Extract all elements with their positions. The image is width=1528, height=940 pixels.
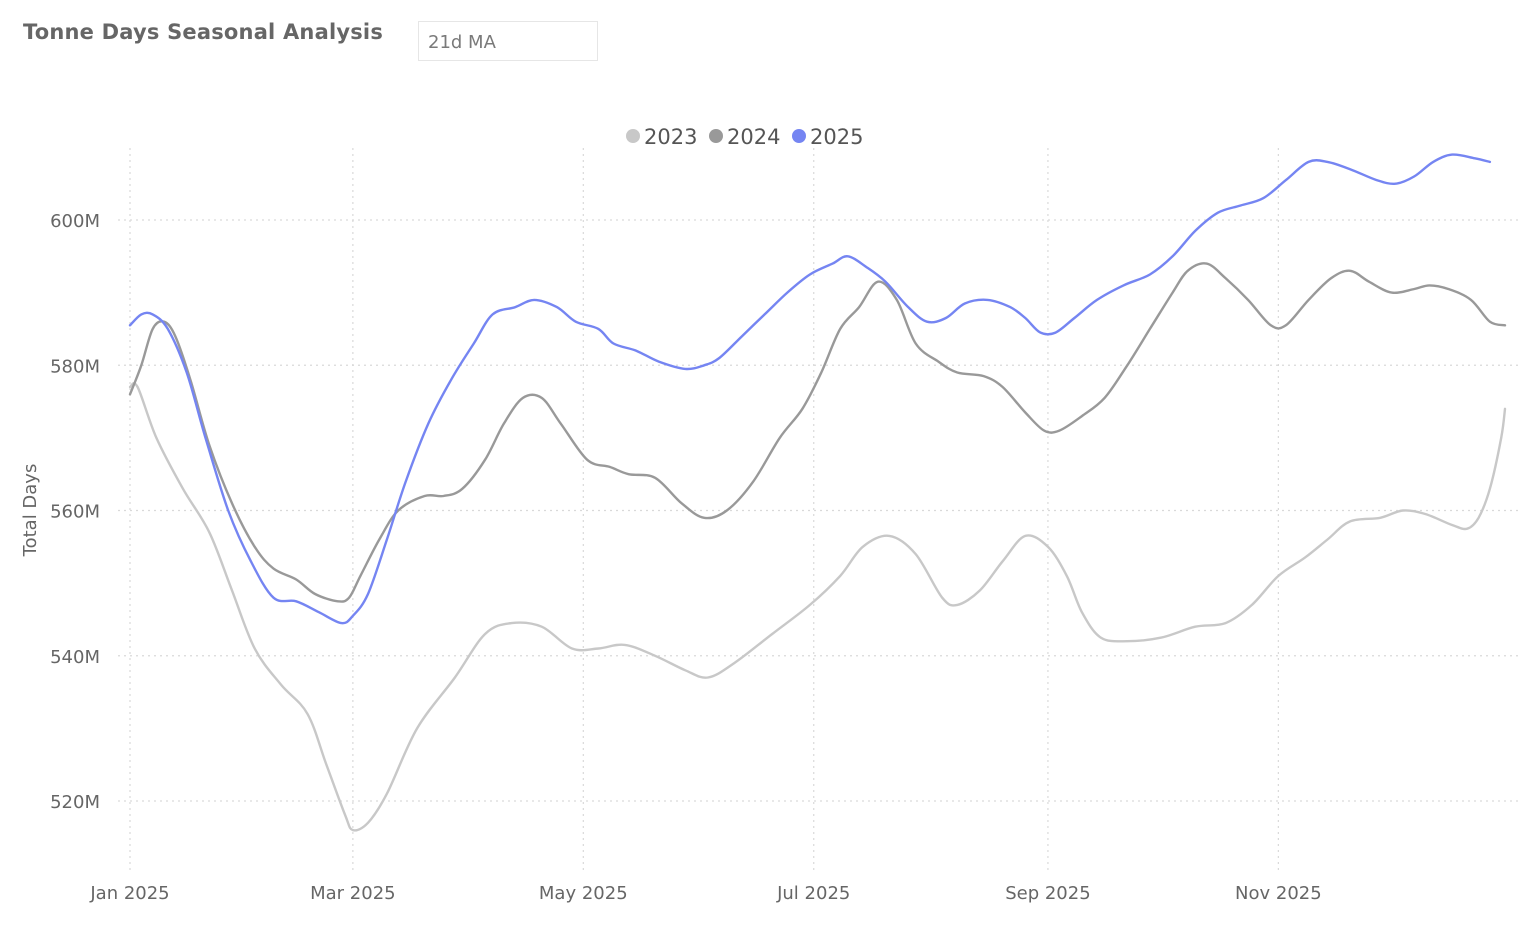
y-tick-label: 560M <box>50 502 100 523</box>
x-tick-label: Jan 2025 <box>89 883 169 904</box>
series-line-2025[interactable] <box>128 153 1492 625</box>
legend-marker-2024 <box>709 129 723 143</box>
x-tick-label: Nov 2025 <box>1235 883 1322 904</box>
legend: 2023 2024 2025 <box>626 125 863 149</box>
x-tick-label: Sep 2025 <box>1005 883 1090 904</box>
series-line-2024[interactable] <box>128 262 1507 603</box>
legend-marker-2025 <box>792 129 806 143</box>
y-axis-title: Total Days <box>20 464 41 558</box>
series-lines <box>128 153 1507 832</box>
legend-label-2023[interactable]: 2023 <box>644 125 697 149</box>
y-tick-label: 580M <box>50 356 100 377</box>
page-title: Tonne Days Seasonal Analysis <box>23 20 384 44</box>
y-tick-label: 600M <box>50 211 100 232</box>
legend-label-2025[interactable]: 2025 <box>810 125 863 149</box>
x-tick-label: Jul 2025 <box>776 883 850 904</box>
moving-average-selector[interactable]: 21d MA <box>418 21 598 61</box>
legend-marker-2023 <box>626 129 640 143</box>
legend-label-2024[interactable]: 2024 <box>727 125 780 149</box>
x-tick-label: May 2025 <box>539 883 628 904</box>
y-tick-label: 540M <box>50 647 100 668</box>
axis-labels: 520M 540M 560M 580M 600M Jan 2025 Mar 2025 May … <box>50 211 1322 904</box>
grid-layer <box>118 148 1520 872</box>
y-tick-label: 520M <box>50 792 100 813</box>
series-line-2023[interactable] <box>128 382 1507 832</box>
x-tick-label: Mar 2025 <box>310 883 396 904</box>
